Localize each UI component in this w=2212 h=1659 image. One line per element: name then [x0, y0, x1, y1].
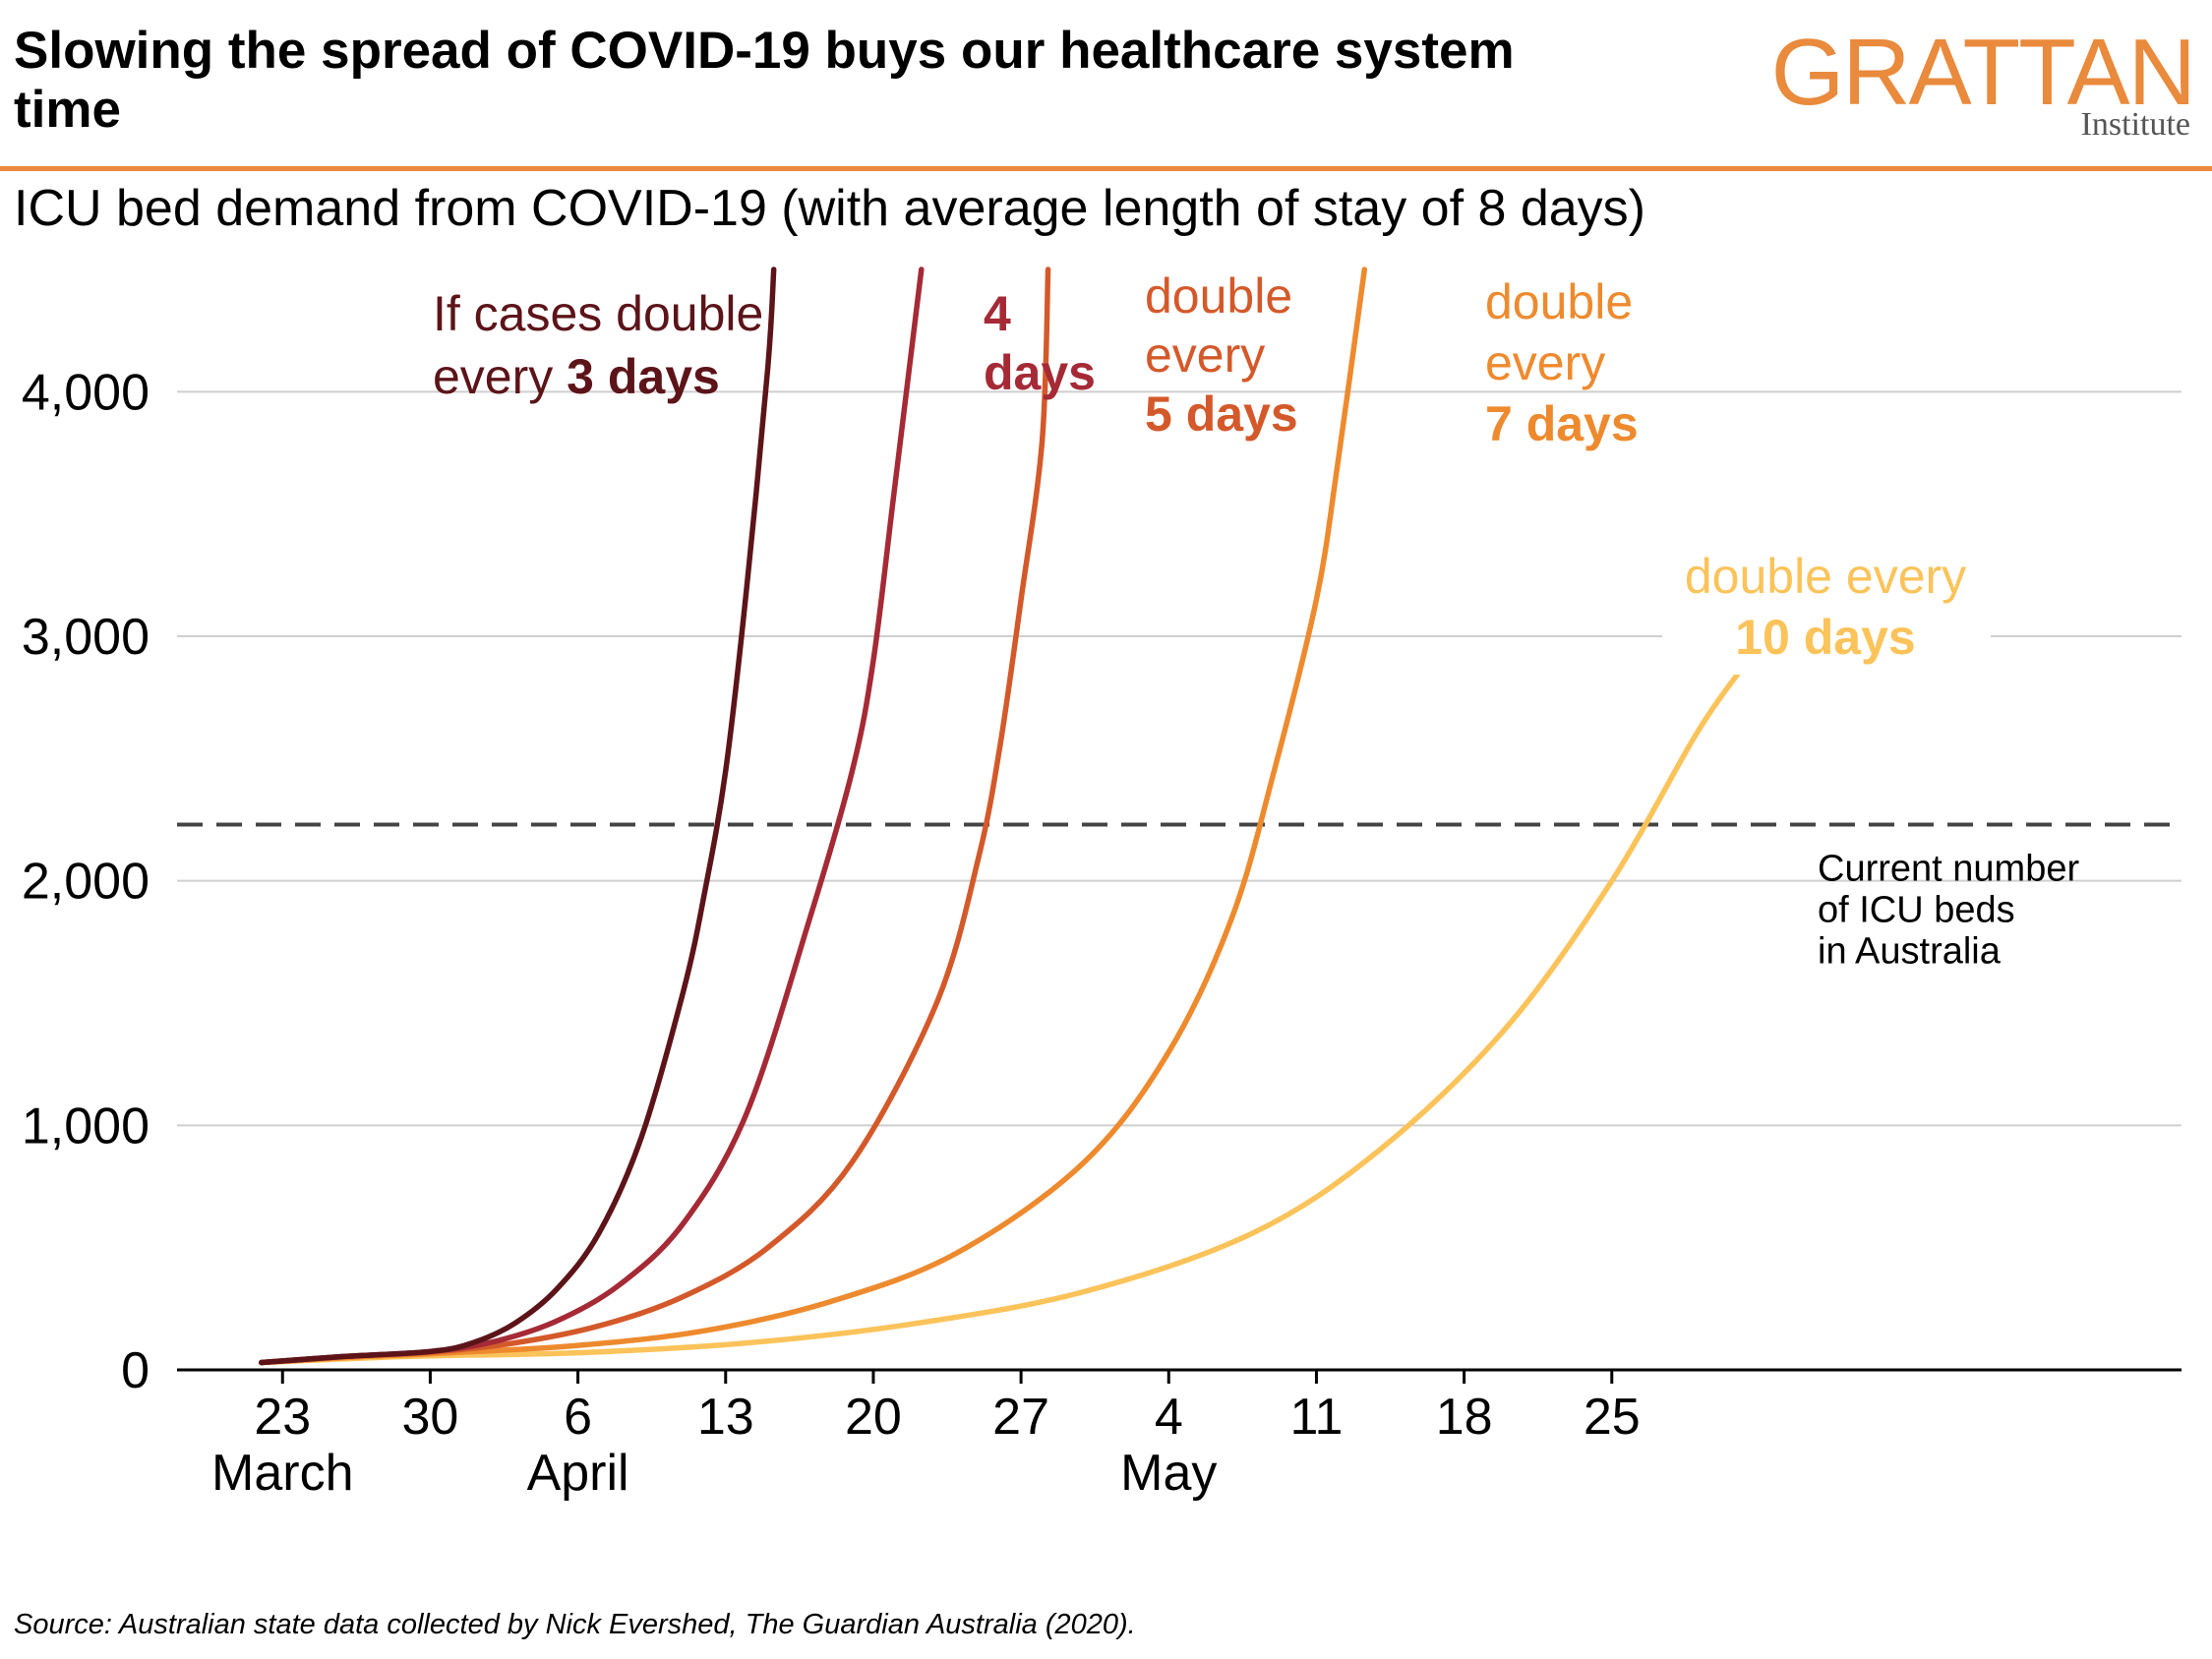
series-label-line: double every [1685, 549, 1966, 604]
series-label-line: 10 days [1735, 610, 1915, 665]
grattan-logo: GRATTAN [1770, 20, 2196, 125]
series-line-1 [259, 267, 777, 1366]
series-label-5: double every 10 days [1662, 549, 1991, 675]
x-tick-label: 6 [564, 1389, 592, 1446]
y-tick-label: 3,000 [22, 609, 149, 666]
x-tick-label: 11 [1289, 1389, 1343, 1446]
month-label: March [211, 1445, 353, 1502]
x-tick-label: 18 [1436, 1389, 1493, 1446]
source-note: Source: Australian state data collected … [14, 1609, 1136, 1640]
month-label: May [1120, 1445, 1217, 1502]
month-label: April [527, 1445, 629, 1502]
y-tick-label: 4,000 [22, 364, 149, 421]
x-tick-label: 13 [697, 1389, 754, 1446]
series-line-4 [259, 267, 1368, 1366]
y-tick-label: 1,000 [22, 1097, 149, 1155]
series-label-line: every 3 days [433, 349, 720, 404]
x-axis: 23 30 6 13 20 27 4 11 18 25 March April May [177, 1368, 2182, 1502]
label-text: every [433, 349, 567, 404]
icu-capacity-label: of ICU beds [1818, 889, 2015, 930]
series-label-line: double [1145, 268, 1292, 324]
x-tick-label: 23 [254, 1389, 311, 1446]
icu-capacity-label: Current number [1818, 848, 2079, 889]
series-label-1: If cases double every 3 days [433, 286, 763, 404]
series-lines [259, 267, 1742, 1366]
x-tick-label: 25 [1584, 1389, 1641, 1446]
series-label-line: 4 [984, 286, 1011, 341]
chart-title: Slowing the spread of COVID-19 buys our … [14, 22, 1515, 139]
series-label-line: every [1485, 335, 1605, 390]
series-label-line: every [1145, 327, 1265, 383]
series-label-4: double every 7 days [1485, 274, 1639, 451]
series-line-5 [259, 670, 1742, 1366]
x-tick-label: 27 [992, 1389, 1049, 1446]
series-line-3 [259, 267, 1051, 1366]
x-tick-label: 20 [845, 1389, 902, 1446]
y-tick-label: 2,000 [22, 854, 149, 911]
y-tick-label: 0 [121, 1342, 149, 1399]
series-label-line: 5 days [1145, 386, 1298, 442]
header-rule [0, 166, 2212, 171]
chart-subtitle: ICU bed demand from COVID-19 (with avera… [14, 180, 1645, 237]
grattan-logo-sub: Institute [2080, 106, 2190, 143]
label-background [1662, 549, 1991, 675]
series-label-line: If cases double [433, 286, 763, 341]
x-tick-label: 30 [402, 1389, 459, 1446]
x-tick-label: 4 [1155, 1389, 1183, 1446]
series-label-line: days [984, 345, 1096, 400]
series-label-line: double [1485, 274, 1633, 329]
icu-capacity-label: in Australia [1818, 930, 2002, 972]
series-label-line: 7 days [1485, 396, 1639, 451]
label-emphasis: 3 days [567, 349, 720, 404]
gridlines: 0 1,000 2,000 3,000 4,000 [22, 364, 2182, 1399]
